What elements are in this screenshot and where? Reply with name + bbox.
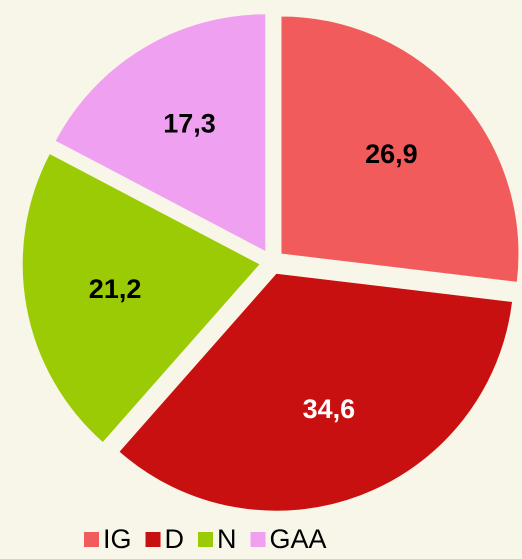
legend-label: N bbox=[217, 524, 237, 554]
data-label: 17,3 bbox=[163, 109, 216, 139]
legend-label: IG bbox=[103, 524, 132, 554]
pie-slice bbox=[54, 13, 267, 253]
data-label: 34,6 bbox=[303, 394, 356, 424]
legend-swatch bbox=[84, 532, 99, 547]
pie-slice bbox=[21, 152, 261, 444]
legend-swatch bbox=[145, 532, 161, 547]
legend-label: D bbox=[165, 524, 185, 554]
legend-label: GAA bbox=[270, 524, 327, 554]
data-label: 21,2 bbox=[89, 274, 142, 304]
legend-swatch bbox=[198, 532, 214, 547]
pie-slice bbox=[118, 272, 514, 512]
pie-slice bbox=[280, 15, 520, 283]
data-label: 26,9 bbox=[365, 139, 418, 169]
legend-swatch bbox=[250, 532, 266, 547]
